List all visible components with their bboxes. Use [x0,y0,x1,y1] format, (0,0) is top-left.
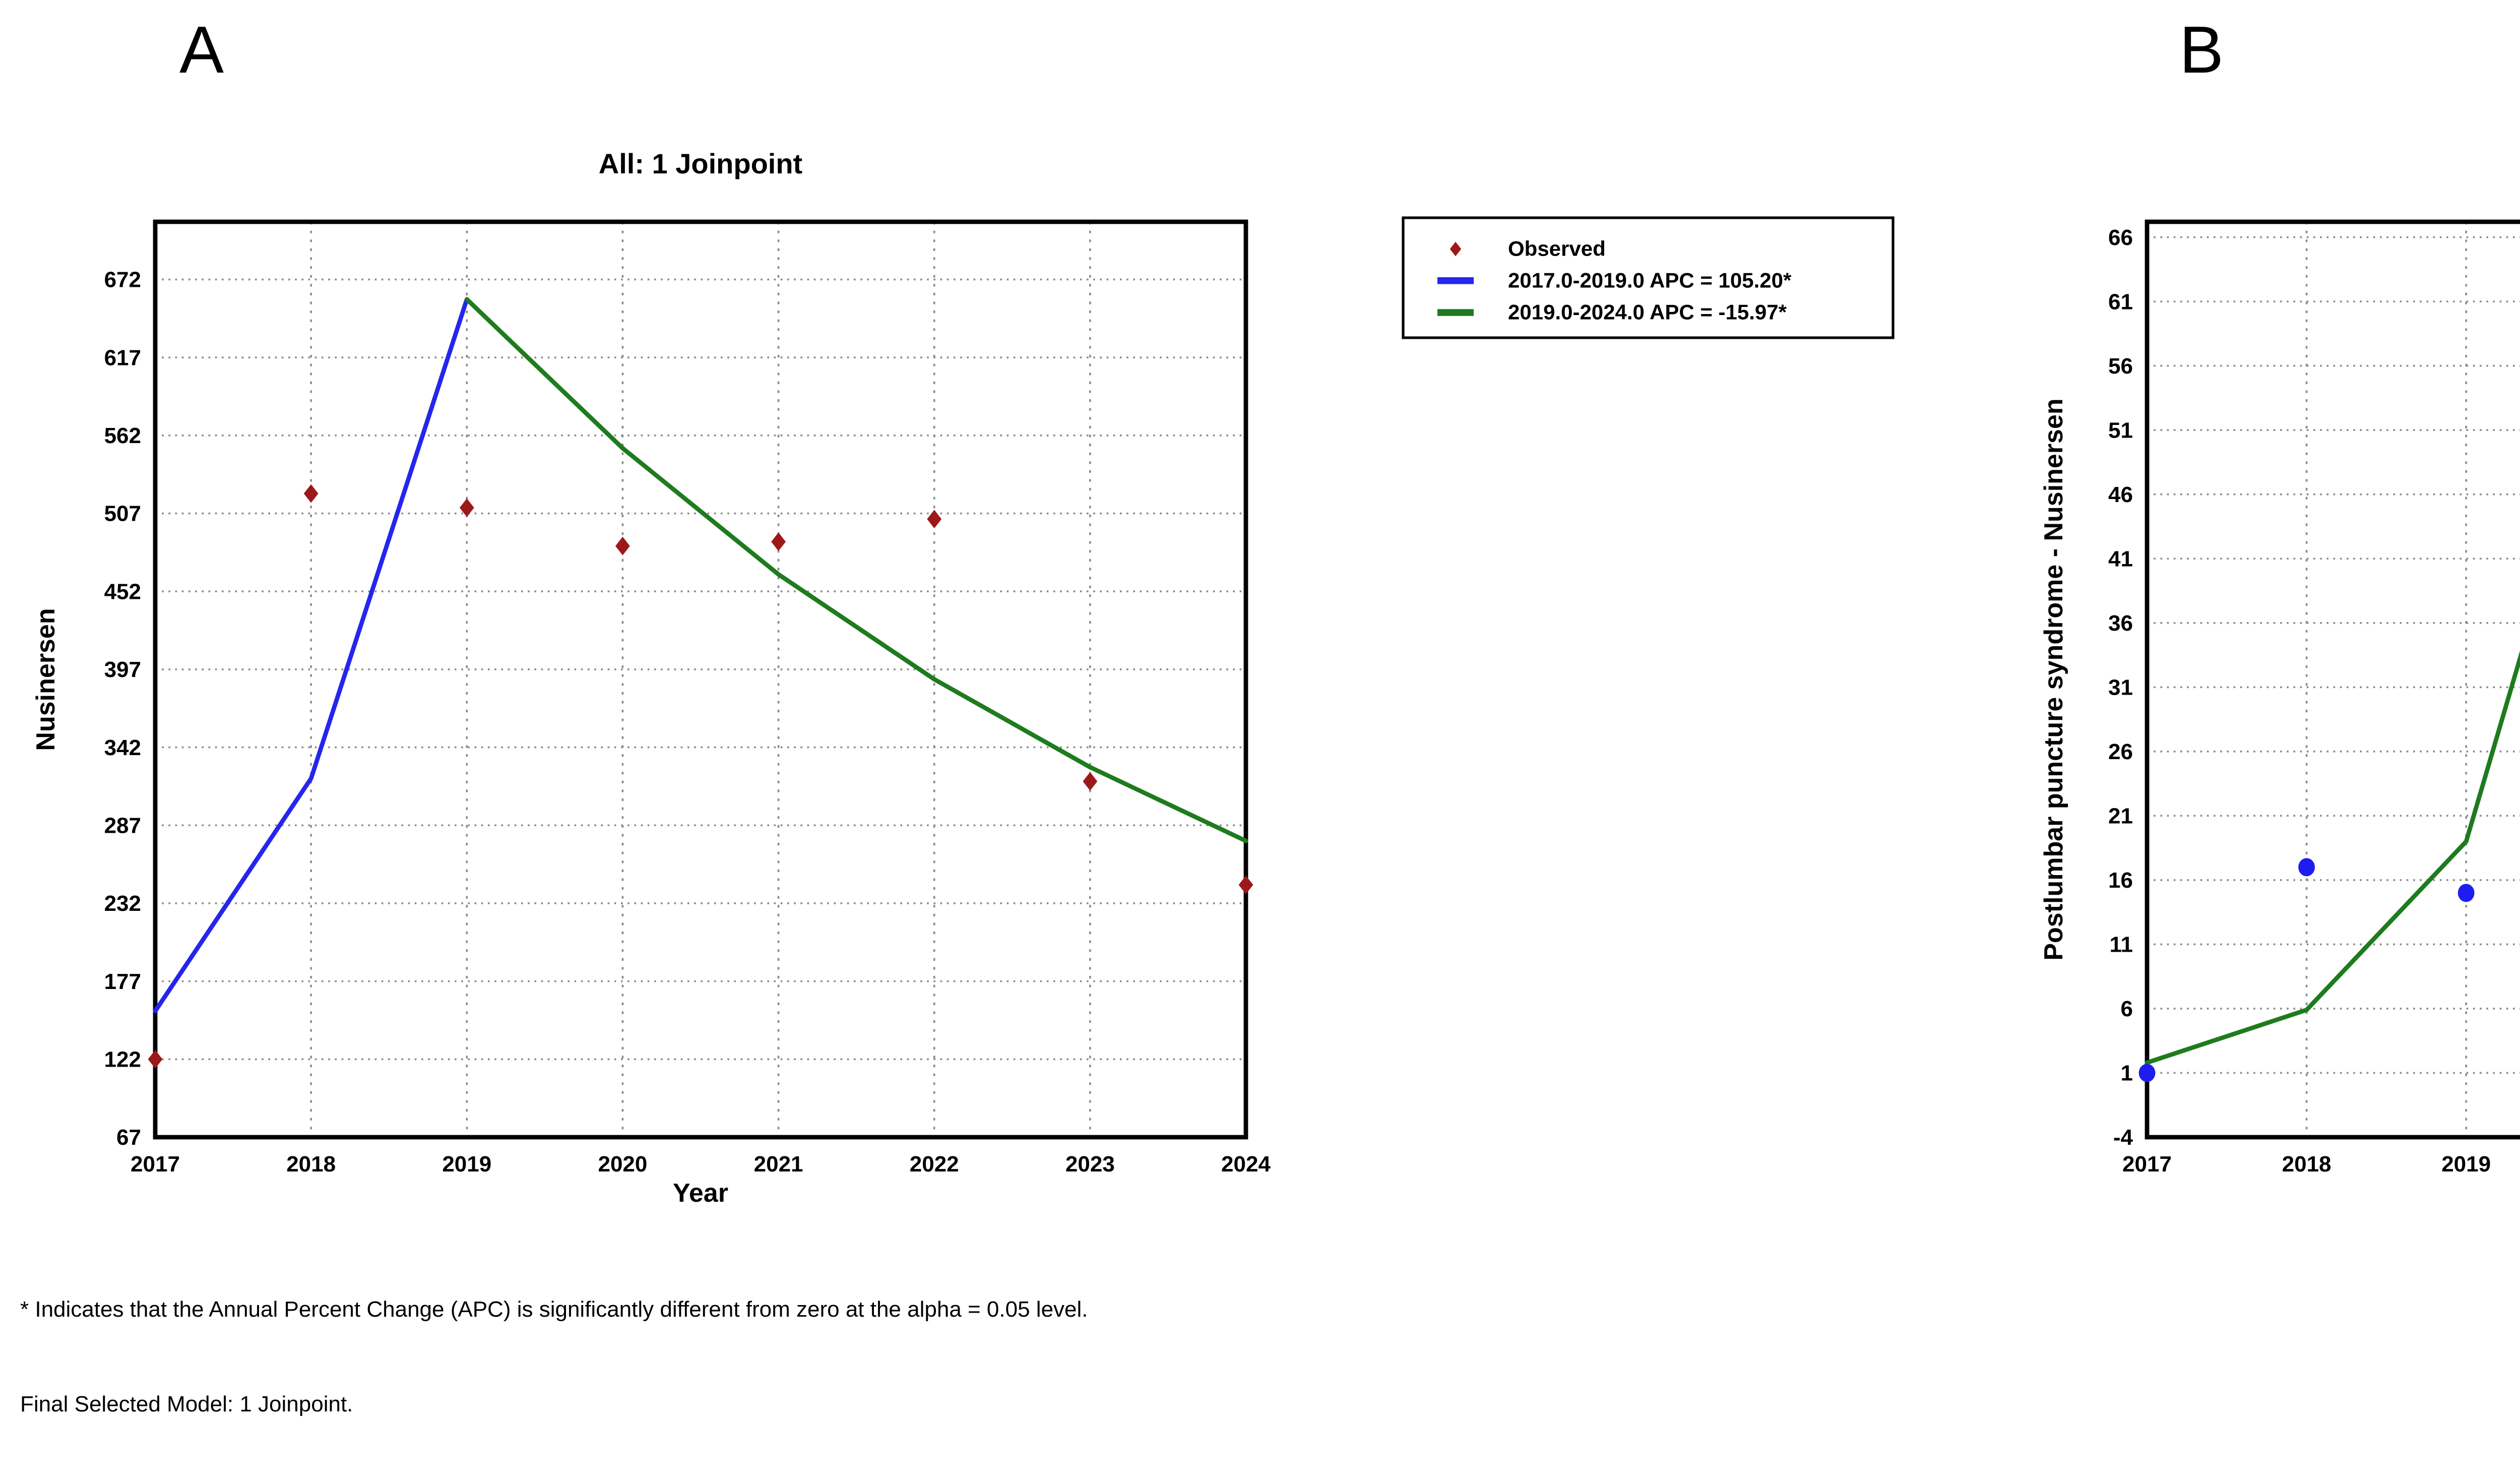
legend-box: Observed 2017.0-2019.0 APC = 105.20* 2019.… [1402,216,1895,339]
observed-point-2019 [2458,884,2475,902]
plot-area [2147,222,2520,1137]
observed-point-2020 [615,536,630,555]
x-tick-label-2017: 2017 [131,1152,180,1177]
y-tick-label-26: 26 [2108,739,2133,764]
observed-point-2021 [771,532,786,551]
legend-item-label-3: 2019.0-2024.0 APC = -15.97* [1508,300,1787,324]
x-tick-label-2023: 2023 [1065,1152,1115,1177]
y-tick-label-507: 507 [104,502,141,526]
y-tick-label-67: 67 [116,1125,141,1150]
legend-item-label-1: Observed [1508,237,1606,261]
x-tick-label-2021: 2021 [754,1152,803,1177]
y-axis-title: Nusinersen [31,608,60,751]
x-tick-label-2019: 2019 [442,1152,491,1177]
y-tick-label-56: 56 [2108,354,2133,379]
footnote-block: * Indicates that the Annual Percent Chan… [20,1234,1088,1484]
y-tick-label-122: 122 [104,1047,141,1072]
legend-marker-line [1437,277,1474,284]
y-tick-label-6: 6 [2121,997,2133,1021]
y-tick-label-11: 11 [2109,933,2133,957]
y-tick-label-287: 287 [104,813,141,838]
observed-point-2017 [2138,1064,2156,1082]
plot-frame [2145,219,2520,1140]
legend-item-label-2: 2017.0-2019.0 APC = 105.20* [1508,268,1792,292]
y-tick-label-36: 36 [2108,611,2133,636]
observed-point-2018 [2298,858,2315,877]
observed-point-2017 [148,1049,163,1069]
footnote-significance: * Indicates that the Annual Percent Chan… [20,1298,1088,1323]
y-tick-label-66: 66 [2108,225,2133,250]
x-tick-label-2022: 2022 [910,1152,959,1177]
x-tick-label-2018: 2018 [2282,1152,2332,1177]
panel-b-label: B [2179,12,2224,87]
y-tick-label-1: 1 [2121,1061,2133,1086]
footnote-final-model: Final Selected Model: 1 Joinpoint. [20,1392,353,1416]
observed-point-2019 [459,498,474,517]
y-tick-label-41: 41 [2108,546,2133,571]
y-tick-label-21: 21 [2108,804,2133,829]
x-tick-label-2017: 2017 [2122,1152,2172,1177]
y-tick-label-452: 452 [104,579,141,604]
observed-point-2023 [1083,772,1098,791]
y-tick-label-562: 562 [104,423,141,448]
chart-title: All: 1 Joinpoint [599,148,802,179]
observed-point-2018 [303,484,319,503]
y-tick-label-672: 672 [104,268,141,292]
fitted-line-segment-1 [153,297,469,1014]
legend-frame [1402,216,1895,339]
y-tick-label-31: 31 [2108,675,2133,700]
y-axis-title: Postlumbar puncture syndrome - Nusinerse… [2039,398,2068,960]
y-tick-label-46: 46 [2108,482,2133,507]
y-tick-label-61: 61 [2108,289,2133,314]
observed-point-2024 [1238,875,1253,894]
observed-point-2022 [927,510,942,529]
legend-marker-diamond [1450,241,1462,257]
x-tick-label-2024: 2024 [1221,1152,1271,1177]
y-tick-label-617: 617 [104,345,141,370]
y-tick-label-232: 232 [104,891,141,916]
plot-area [155,222,1246,1137]
x-tick-label-2018: 2018 [286,1152,336,1177]
x-axis-title: Year [673,1179,728,1208]
plot-frame [153,219,1248,1140]
y-tick-label-177: 177 [104,969,141,994]
y-tick-label-397: 397 [104,657,141,682]
x-tick-label-2020: 2020 [598,1152,647,1177]
joinpoint-figure: A B 672 617 562 507 452 397 342 287 232 177 122 67 2… [20,12,2520,1416]
fitted-line-segment-1 [2145,650,2520,1065]
panel-a-label: A [179,12,224,87]
fitted-line-segment-2 [464,297,1248,843]
y-tick-label-51: 51 [2108,418,2133,443]
legend-marker-line [1437,309,1474,316]
x-tick-label-2019: 2019 [2441,1152,2491,1177]
y-tick-label-16: 16 [2108,868,2133,893]
y-tick-label--4: -4 [2113,1125,2133,1150]
y-tick-label-342: 342 [104,735,141,760]
